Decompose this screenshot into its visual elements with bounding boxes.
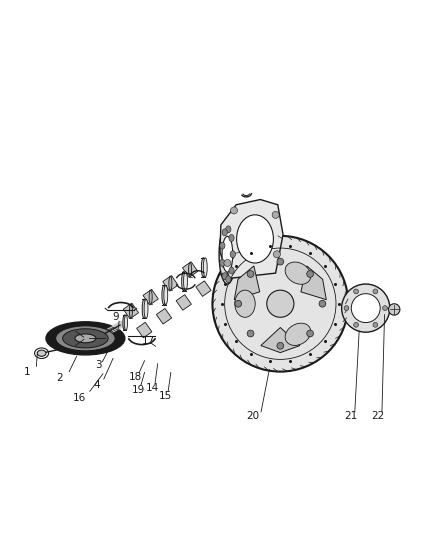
- Ellipse shape: [235, 300, 242, 307]
- Text: 1: 1: [24, 367, 31, 377]
- Text: 21: 21: [344, 411, 357, 421]
- Ellipse shape: [182, 272, 186, 291]
- Ellipse shape: [277, 259, 284, 265]
- Ellipse shape: [344, 306, 349, 311]
- Ellipse shape: [354, 289, 358, 294]
- Text: 15: 15: [159, 391, 172, 401]
- Polygon shape: [137, 322, 152, 338]
- Ellipse shape: [229, 267, 234, 274]
- Ellipse shape: [373, 322, 378, 327]
- Ellipse shape: [226, 276, 231, 282]
- Ellipse shape: [149, 290, 152, 304]
- Ellipse shape: [222, 237, 233, 272]
- Ellipse shape: [247, 271, 254, 277]
- Ellipse shape: [184, 272, 187, 291]
- Ellipse shape: [162, 285, 166, 305]
- Ellipse shape: [56, 326, 115, 351]
- Ellipse shape: [144, 299, 148, 319]
- Ellipse shape: [342, 284, 390, 332]
- Polygon shape: [196, 281, 211, 296]
- Ellipse shape: [307, 271, 314, 277]
- Ellipse shape: [142, 299, 146, 319]
- Ellipse shape: [273, 251, 280, 258]
- Ellipse shape: [201, 258, 205, 277]
- Ellipse shape: [203, 258, 207, 277]
- Ellipse shape: [224, 260, 231, 266]
- Ellipse shape: [222, 229, 227, 236]
- Ellipse shape: [189, 263, 192, 277]
- Text: 20: 20: [247, 411, 260, 421]
- Polygon shape: [183, 262, 198, 277]
- Text: 17: 17: [141, 336, 155, 346]
- Ellipse shape: [229, 235, 234, 241]
- Text: 22: 22: [371, 411, 384, 421]
- Ellipse shape: [123, 315, 126, 330]
- Ellipse shape: [222, 273, 227, 280]
- Ellipse shape: [247, 330, 254, 337]
- Ellipse shape: [319, 300, 326, 307]
- Ellipse shape: [75, 334, 96, 343]
- Ellipse shape: [285, 323, 311, 345]
- Text: 9: 9: [113, 312, 120, 322]
- Polygon shape: [176, 295, 191, 310]
- Ellipse shape: [235, 290, 255, 317]
- Ellipse shape: [219, 224, 236, 284]
- Ellipse shape: [373, 289, 378, 294]
- Ellipse shape: [129, 304, 132, 318]
- Ellipse shape: [285, 262, 311, 284]
- Ellipse shape: [124, 315, 127, 330]
- Ellipse shape: [230, 207, 237, 214]
- Text: 18: 18: [129, 372, 142, 382]
- Polygon shape: [156, 309, 172, 324]
- Ellipse shape: [272, 212, 279, 219]
- Polygon shape: [123, 303, 138, 319]
- Ellipse shape: [230, 251, 235, 258]
- Text: 2: 2: [56, 373, 63, 383]
- Polygon shape: [143, 289, 158, 305]
- Ellipse shape: [46, 322, 125, 355]
- Ellipse shape: [307, 330, 314, 337]
- Ellipse shape: [267, 290, 294, 317]
- Ellipse shape: [220, 260, 225, 266]
- Ellipse shape: [220, 242, 225, 249]
- Text: 4: 4: [93, 379, 100, 390]
- Text: 3: 3: [95, 360, 102, 370]
- Text: 19: 19: [131, 385, 145, 395]
- Ellipse shape: [389, 304, 400, 315]
- Text: 14: 14: [146, 383, 159, 393]
- Ellipse shape: [277, 342, 284, 349]
- Polygon shape: [234, 266, 260, 300]
- Ellipse shape: [164, 285, 168, 305]
- Text: 16: 16: [73, 393, 86, 403]
- Ellipse shape: [169, 276, 172, 290]
- Polygon shape: [261, 327, 300, 353]
- Ellipse shape: [212, 236, 348, 372]
- Ellipse shape: [237, 215, 273, 263]
- Polygon shape: [301, 266, 326, 300]
- Ellipse shape: [351, 294, 380, 322]
- Ellipse shape: [354, 322, 358, 327]
- Ellipse shape: [383, 306, 387, 311]
- Ellipse shape: [63, 329, 108, 348]
- Polygon shape: [220, 199, 283, 278]
- Ellipse shape: [226, 226, 231, 233]
- Polygon shape: [163, 276, 178, 291]
- Ellipse shape: [37, 350, 46, 356]
